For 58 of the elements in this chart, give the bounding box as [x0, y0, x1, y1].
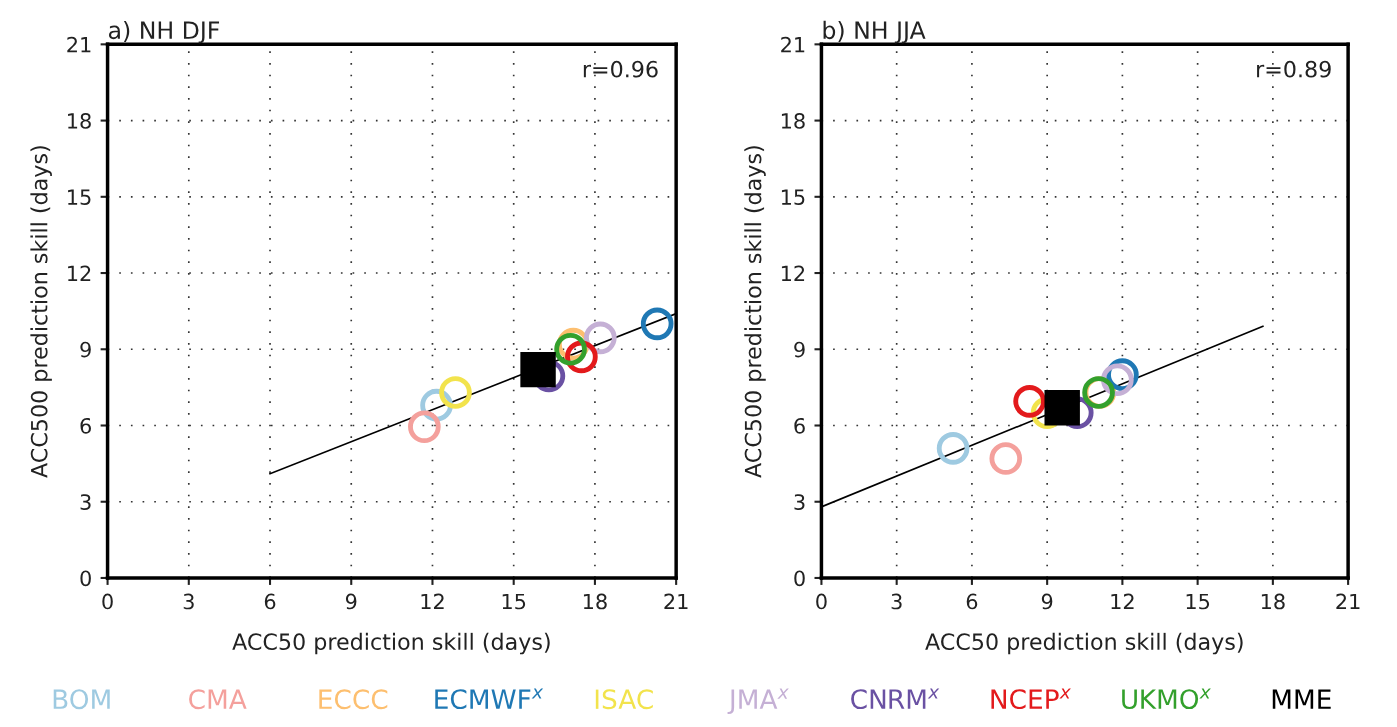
point — [936, 432, 970, 465]
y-tick-label: 15 — [781, 189, 805, 206]
text: CNRM$^{x}$ — [851, 688, 940, 710]
point — [989, 442, 1023, 475]
x-tick-label: 6 — [966, 593, 978, 610]
x-tick-label: 15 — [502, 593, 526, 610]
x-tick-label: 0 — [816, 593, 827, 610]
point — [408, 410, 441, 444]
point — [640, 307, 674, 341]
x-tick-label: 21 — [664, 593, 688, 610]
text: UKMO$^{x}$ — [1122, 688, 1211, 710]
y-tick-label: 12 — [781, 265, 805, 281]
x-tick-label: 21 — [1336, 593, 1360, 610]
x-tick-label: 12 — [421, 593, 444, 610]
y-tick-label: 0 — [80, 570, 91, 587]
y-tick-label: 3 — [794, 494, 805, 510]
x-axis-title: ACC50 prediction skill (days) — [925, 632, 1243, 655]
text: ISAC — [595, 689, 653, 710]
text: JMA$^{x}$ — [727, 688, 789, 715]
x-tick-label: 6 — [264, 593, 276, 610]
x-tick-label: 12 — [1111, 593, 1134, 610]
point — [1044, 390, 1080, 426]
text: CMA — [189, 689, 247, 710]
point — [1013, 385, 1046, 418]
text: ECMWF$^{x}$ — [435, 688, 544, 710]
text: NCEP$^{x}$ — [991, 688, 1071, 710]
y-axis-title: ACC500 prediction skill (days) — [30, 146, 52, 478]
x-tick-label: 0 — [102, 593, 113, 610]
chart-title: a) NH DJF — [108, 20, 220, 44]
y-tick-label: 18 — [68, 113, 91, 129]
annotation: r=0.96 — [583, 60, 658, 78]
text: ECCC — [319, 689, 388, 710]
text: BOM — [53, 689, 110, 710]
point — [439, 376, 472, 409]
y-tick-label: 21 — [781, 36, 805, 53]
chart-title: b) NH JJA — [823, 20, 926, 44]
point — [520, 351, 556, 388]
x-tick-label: 9 — [1041, 593, 1053, 610]
text: MME — [1272, 689, 1331, 709]
x-tick-label: 15 — [1186, 593, 1210, 610]
y-tick-label: 9 — [80, 341, 91, 358]
y-tick-label: 6 — [794, 417, 805, 434]
y-tick-label: 0 — [794, 570, 805, 587]
y-tick-label: 18 — [781, 113, 805, 129]
x-tick-label: 3 — [183, 593, 194, 610]
x-tick-label: 9 — [345, 593, 357, 610]
y-tick-label: 15 — [68, 189, 91, 206]
y-tick-label: 6 — [80, 417, 91, 434]
y-tick-label: 21 — [67, 36, 91, 53]
x-tick-label: 18 — [583, 593, 607, 610]
x-tick-label: 3 — [891, 593, 902, 610]
annotation: r=0.89 — [1257, 60, 1331, 78]
x-tick-label: 18 — [1261, 593, 1285, 610]
y-tick-label: 3 — [80, 494, 91, 510]
y-axis-title: ACC500 prediction skill (days) — [744, 146, 766, 478]
y-tick-label: 12 — [68, 265, 91, 281]
y-tick-label: 9 — [794, 341, 805, 358]
x-axis-title: ACC50 prediction skill (days) — [232, 632, 550, 655]
